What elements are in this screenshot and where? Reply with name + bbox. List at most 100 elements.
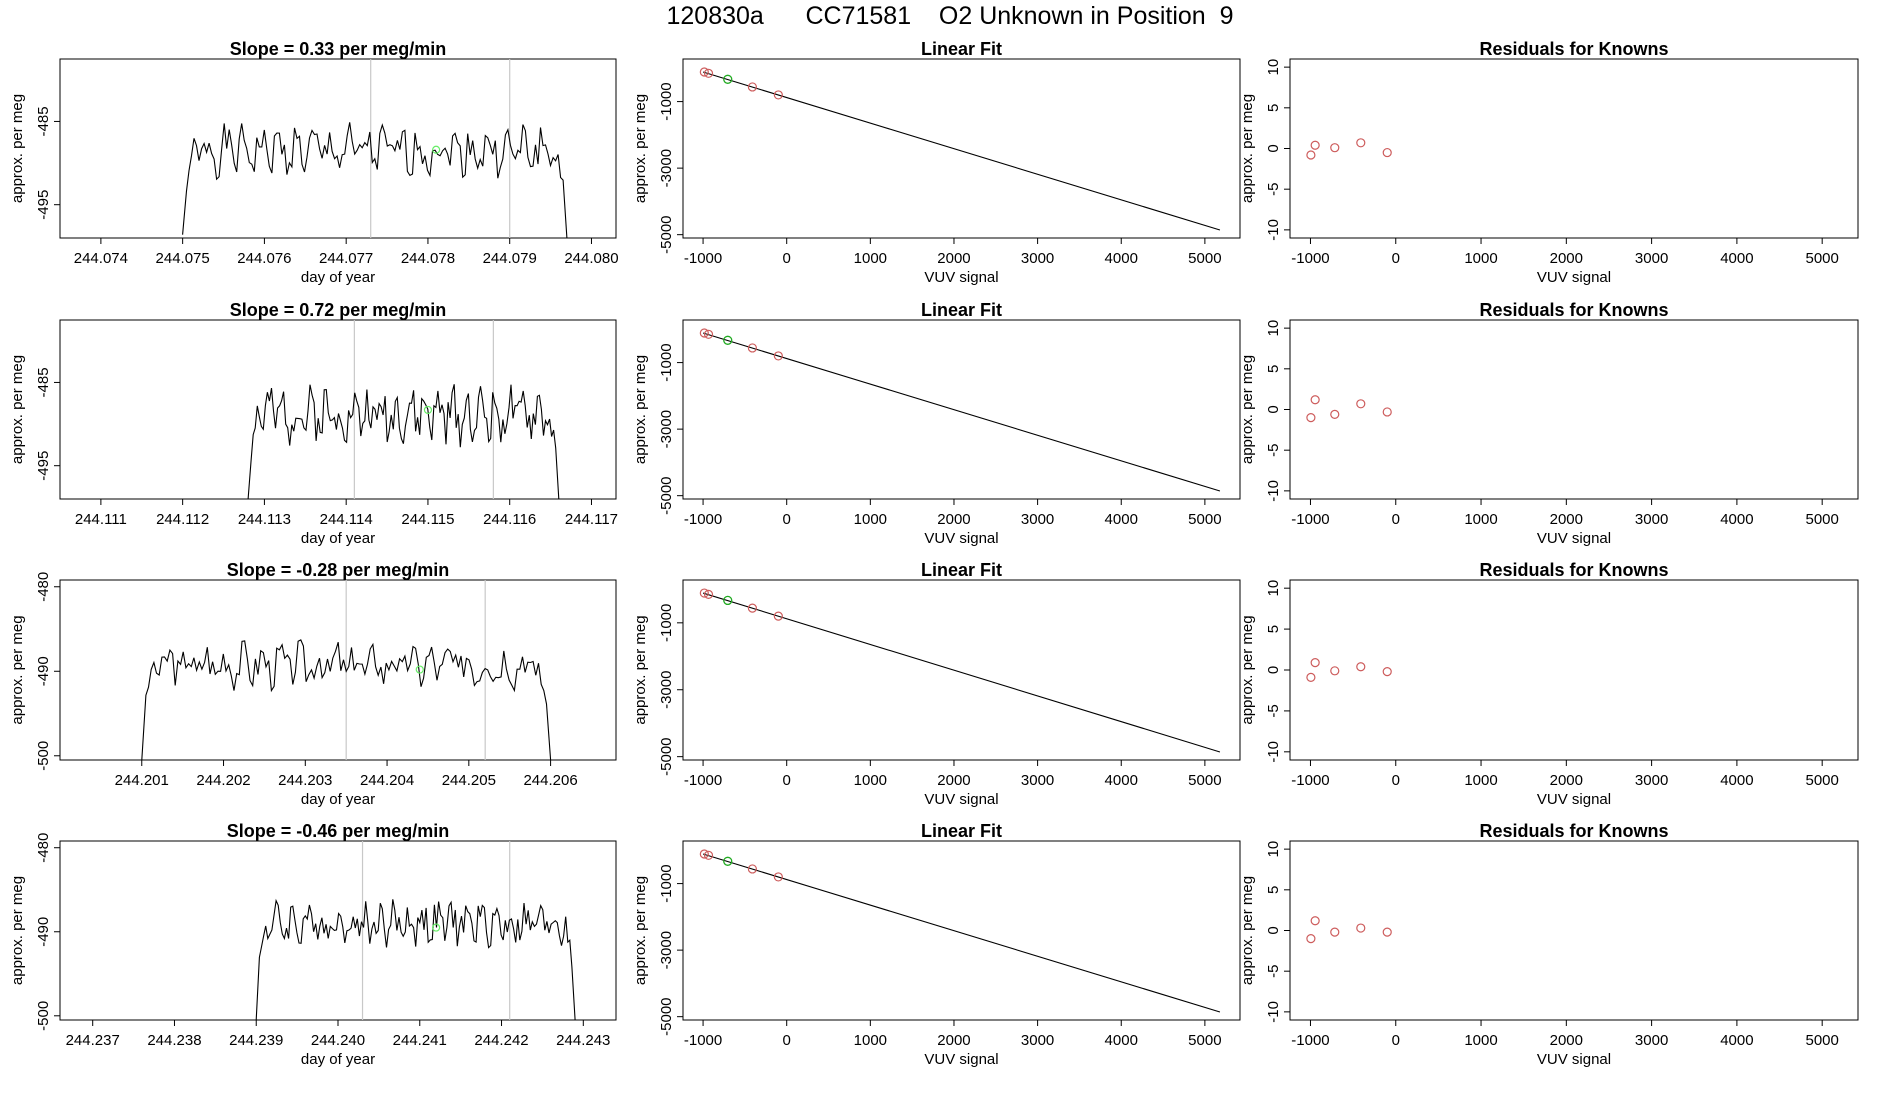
panel-1-3-xlabel: VUV signal bbox=[1537, 269, 1611, 286]
panel-4-3-xtick-label-3: 2000 bbox=[1550, 1032, 1583, 1049]
panel-2-2-ytick-label-0: -1000 bbox=[658, 343, 675, 381]
panel-2-2-xtick-label-1: 0 bbox=[783, 511, 791, 528]
panel-4-3-xtick-label-0: -1000 bbox=[1291, 1032, 1329, 1049]
panel-2-2-title: Linear Fit bbox=[921, 300, 1002, 320]
panel-4-1-title: Slope = -0.46 per meg/min bbox=[227, 821, 450, 841]
panel-4-2-ytick-label-2: -5000 bbox=[658, 997, 675, 1035]
panel-4-3-xtick-label-4: 3000 bbox=[1635, 1032, 1668, 1049]
panel-3-2-xtick-label-6: 5000 bbox=[1188, 772, 1221, 789]
panel-4-3-residual-point-1 bbox=[1310, 916, 1320, 926]
panel-2-2-xtick-label-3: 2000 bbox=[937, 511, 970, 528]
panel-2-3-ylabel: approx. per meg bbox=[1239, 355, 1256, 464]
panel-4-2-xtick-label-6: 5000 bbox=[1188, 1032, 1221, 1049]
panel-4-1-ytick-label-1: -490 bbox=[35, 917, 52, 947]
panel-2-2-ytick-label-1: -3000 bbox=[658, 410, 675, 448]
panel-4-2-xtick-label-3: 2000 bbox=[937, 1032, 970, 1049]
panel-4-3-title: Residuals for Knowns bbox=[1479, 821, 1668, 841]
panel-1-2-ytick-label-2: -5000 bbox=[658, 215, 675, 253]
panel-4-2-xtick-label-1: 0 bbox=[783, 1032, 791, 1049]
panel-4-3-xlabel: VUV signal bbox=[1537, 1051, 1611, 1068]
panel-2-2-xtick-label-2: 1000 bbox=[854, 511, 887, 528]
page-title: 120830a CC71581 O2 Unknown in Position 9 bbox=[666, 2, 1234, 30]
panel-3-3-residual-point-1 bbox=[1310, 658, 1320, 668]
panel-3-1-xtick-label-5: 244.206 bbox=[523, 772, 577, 789]
panel-3-1-xtick-label-0: 244.201 bbox=[115, 772, 169, 789]
panel-4-3-residual-point-4 bbox=[1382, 927, 1392, 937]
panel-4-3-xtick-label-6: 5000 bbox=[1805, 1032, 1838, 1049]
panel-2-3-residual-point-4 bbox=[1382, 407, 1392, 417]
panel-4-1-xlabel: day of year bbox=[301, 1051, 375, 1068]
panel-1-1-xtick-label-2: 244.076 bbox=[237, 250, 291, 267]
panel-1-1-frame bbox=[59, 58, 617, 239]
panel-3-2-ytick-label-2: -5000 bbox=[658, 737, 675, 775]
panel-2-1-trace-line bbox=[247, 384, 560, 500]
panel-3-3-residual-point-4 bbox=[1382, 667, 1392, 677]
panel-4-3-residual-point-2 bbox=[1330, 927, 1340, 937]
panel-2-1-xtick-label-3: 244.114 bbox=[320, 511, 373, 528]
panel-4-2-known-point-0 bbox=[699, 849, 709, 859]
panel-3-2-ytick-label-1: -3000 bbox=[658, 671, 675, 709]
panel-3-1-xtick-label-2: 244.203 bbox=[278, 772, 332, 789]
panel-4-1-xtick-label-6: 244.243 bbox=[556, 1032, 610, 1049]
panel-4-2-title: Linear Fit bbox=[921, 821, 1002, 841]
panel-3-2-xtick-label-4: 3000 bbox=[1021, 772, 1054, 789]
panel-2-3-xtick-label-5: 4000 bbox=[1720, 511, 1753, 528]
panel-3-3-ytick-label-4: 10 bbox=[1265, 580, 1282, 597]
panel-4-3-frame bbox=[1289, 840, 1859, 1021]
panel-2-2-xtick-label-5: 4000 bbox=[1105, 511, 1138, 528]
panel-1-2-known-point-1 bbox=[703, 68, 714, 78]
panel-3-2-known-point-2 bbox=[747, 603, 758, 613]
panel-1-1-xtick-label-1: 244.075 bbox=[156, 250, 210, 267]
panel-4-2-ytick-label-1: -3000 bbox=[658, 931, 675, 969]
panel-2-3-residual-point-1 bbox=[1310, 395, 1320, 405]
panel-4-1-xtick-label-3: 244.240 bbox=[311, 1032, 365, 1049]
panel-4-2-xlabel: VUV signal bbox=[924, 1051, 998, 1068]
panel-4-1-ytick-label-0: -480 bbox=[35, 833, 52, 863]
panel-2-2-unknown-point-0 bbox=[723, 335, 733, 345]
panel-3-3-xtick-label-1: 0 bbox=[1392, 772, 1400, 789]
panel-1-3-ytick-label-1: -5 bbox=[1265, 183, 1282, 196]
panel-2-2-known-point-2 bbox=[747, 343, 758, 353]
panel-2-3-ytick-label-0: -10 bbox=[1265, 480, 1282, 502]
panel-2-3-residual-point-3 bbox=[1356, 399, 1366, 409]
panel-4-2-fit-line bbox=[702, 853, 1221, 1013]
panel-1-2-fit-line bbox=[702, 71, 1221, 231]
panel-2-2-ylabel: approx. per meg bbox=[632, 355, 649, 464]
panel-4-2-known-point-1 bbox=[703, 850, 714, 860]
panel-2-3-frame bbox=[1289, 319, 1859, 500]
panel-1-2-known-point-2 bbox=[747, 82, 758, 92]
panel-1-2-ytick-label-1: -3000 bbox=[658, 149, 675, 187]
panel-1-1-xtick-label-6: 244.080 bbox=[564, 250, 618, 267]
panel-4-3-residual-point-0 bbox=[1306, 934, 1316, 944]
panel-3-1-xlabel: day of year bbox=[301, 791, 375, 808]
panel-1-3-xtick-label-1: 0 bbox=[1392, 250, 1400, 267]
panel-3-3-residual-point-3 bbox=[1356, 662, 1366, 672]
panel-2-3-xtick-label-6: 5000 bbox=[1805, 511, 1838, 528]
panel-3-3-ytick-label-3: 5 bbox=[1265, 625, 1282, 633]
panel-2-3-xtick-label-3: 2000 bbox=[1550, 511, 1583, 528]
panel-1-2-xtick-label-6: 5000 bbox=[1188, 250, 1221, 267]
panel-2-2-known-point-1 bbox=[703, 329, 714, 339]
panel-3-2-ytick-label-0: -1000 bbox=[658, 604, 675, 642]
panel-4-3-ylabel: approx. per meg bbox=[1239, 876, 1256, 985]
panel-4-3-xtick-label-2: 1000 bbox=[1464, 1032, 1497, 1049]
panel-4-1-xtick-label-1: 244.238 bbox=[147, 1032, 201, 1049]
panel-4-1-frame bbox=[59, 840, 617, 1021]
panel-3-2-known-point-3 bbox=[773, 611, 783, 621]
panel-1-3-ytick-label-3: 5 bbox=[1265, 104, 1282, 112]
panel-3-1-ytick-label-1: -490 bbox=[35, 656, 52, 686]
panel-4-1-ytick-label-2: -500 bbox=[35, 1001, 52, 1031]
panel-1-3-xtick-label-3: 2000 bbox=[1550, 250, 1583, 267]
panel-1-3-residual-point-0 bbox=[1306, 150, 1316, 160]
panel-1-2-xtick-label-1: 0 bbox=[783, 250, 791, 267]
panel-1-2-title: Linear Fit bbox=[921, 39, 1002, 59]
panel-3-2-xlabel: VUV signal bbox=[924, 791, 998, 808]
panel-4-3-ytick-label-1: -5 bbox=[1265, 965, 1282, 978]
panel-3-3-xtick-label-6: 5000 bbox=[1805, 772, 1838, 789]
panel-3-3-ytick-label-0: -10 bbox=[1265, 741, 1282, 763]
panel-4-2-xtick-label-0: -1000 bbox=[684, 1032, 722, 1049]
panel-4-3-ytick-label-4: 10 bbox=[1265, 841, 1282, 858]
panel-2-1-unknown-point bbox=[423, 405, 433, 415]
panel-2-2-xtick-label-0: -1000 bbox=[684, 511, 722, 528]
